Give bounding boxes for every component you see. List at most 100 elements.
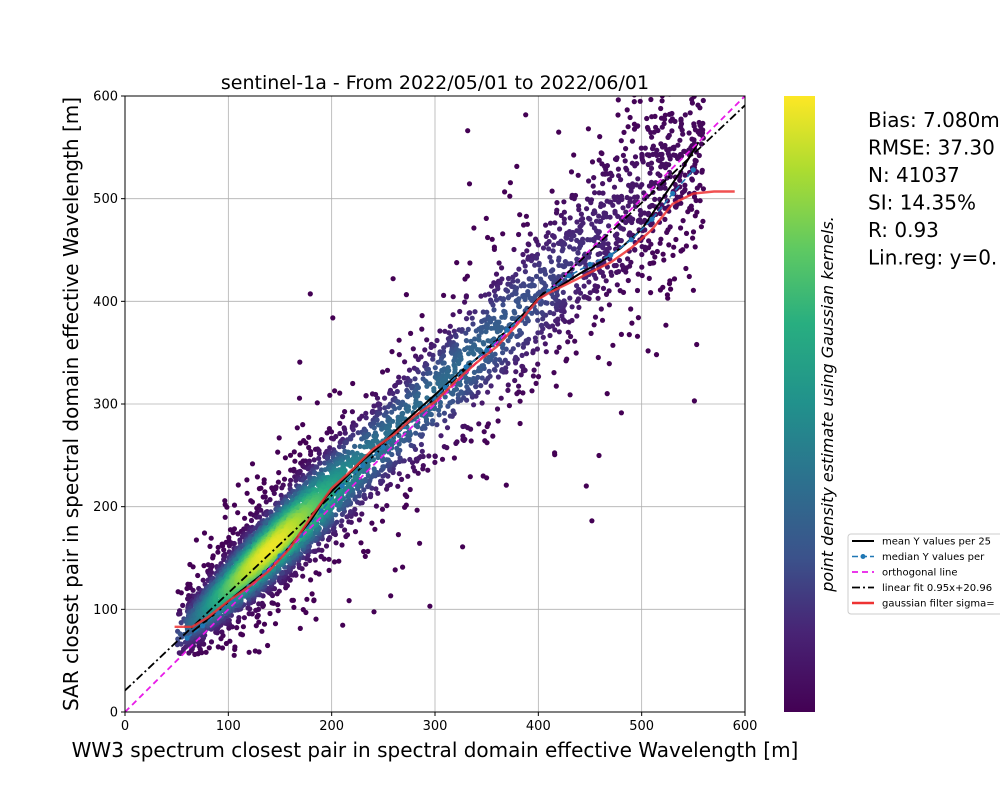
density-point (396, 374, 402, 380)
density-point (513, 369, 519, 375)
density-point (254, 474, 260, 480)
density-point (253, 607, 259, 614)
density-point (420, 463, 426, 469)
density-point (546, 246, 552, 252)
density-point (400, 564, 406, 570)
density-point (249, 499, 255, 505)
density-point (441, 360, 447, 366)
density-point (530, 348, 536, 354)
density-point (592, 190, 598, 196)
density-point (651, 129, 657, 135)
density-point (554, 349, 560, 355)
density-point (574, 313, 580, 319)
density-point (303, 561, 309, 567)
density-point (282, 455, 288, 461)
density-point (330, 436, 337, 442)
plot-area (124, 95, 746, 713)
density-point (276, 470, 282, 476)
density-point (479, 400, 485, 406)
density-point (430, 352, 436, 358)
density-point (349, 409, 355, 415)
density-point (396, 352, 402, 358)
density-point (384, 457, 390, 463)
density-point (265, 642, 271, 649)
density-point (380, 369, 386, 375)
density-point (444, 425, 451, 431)
density-point (245, 605, 251, 611)
density-point (491, 307, 497, 313)
density-point (302, 458, 309, 464)
density-point (326, 567, 332, 574)
density-point (540, 245, 547, 251)
density-point (456, 360, 462, 367)
density-point (687, 205, 693, 211)
density-point (691, 398, 698, 404)
density-point (664, 292, 671, 298)
density-point (379, 426, 385, 432)
density-point (193, 537, 199, 543)
density-point (432, 365, 438, 371)
density-point (600, 181, 606, 187)
density-point (463, 330, 469, 336)
density-point (178, 590, 184, 596)
density-point (412, 376, 418, 382)
density-point (311, 548, 317, 554)
density-point (291, 604, 297, 611)
density-point (476, 337, 482, 343)
density-point (624, 194, 630, 201)
density-point (632, 154, 639, 160)
density-point (627, 230, 633, 236)
density-point (271, 490, 277, 496)
density-point (441, 410, 447, 416)
density-point (629, 320, 635, 326)
density-point (219, 645, 226, 651)
density-point (530, 373, 537, 379)
density-point (427, 370, 433, 376)
density-point (471, 225, 477, 231)
density-point (215, 644, 221, 650)
density-point (316, 455, 322, 461)
density-point (533, 273, 540, 279)
density-point (347, 463, 354, 469)
density-scatter (174, 96, 707, 658)
density-point (379, 518, 386, 524)
density-point (254, 509, 260, 516)
density-point (436, 407, 442, 413)
density-point (363, 415, 369, 421)
density-point (460, 423, 466, 430)
density-point (612, 232, 619, 239)
density-point (628, 306, 634, 312)
density-point (637, 207, 643, 214)
density-point (668, 286, 674, 292)
density-point (628, 184, 634, 190)
density-point (522, 269, 529, 275)
density-point (359, 511, 365, 517)
density-point (564, 235, 570, 241)
density-point (542, 271, 549, 277)
density-point (215, 544, 221, 551)
density-point (521, 283, 528, 289)
density-point (671, 244, 677, 250)
density-point (242, 515, 248, 521)
density-point (556, 344, 562, 350)
density-point (493, 271, 500, 277)
density-point (182, 639, 188, 645)
density-point (235, 482, 241, 488)
density-point (390, 418, 396, 424)
density-point (327, 535, 333, 541)
density-point (261, 480, 267, 486)
density-point (595, 251, 601, 257)
density-point (388, 593, 394, 599)
density-point (390, 276, 396, 282)
density-point (210, 555, 216, 561)
density-point (396, 405, 402, 411)
density-point (531, 367, 537, 373)
density-point (680, 218, 686, 224)
density-point (407, 456, 413, 463)
density-point (524, 221, 531, 227)
density-point (631, 99, 637, 105)
density-point (585, 237, 591, 243)
density-point (287, 452, 294, 458)
density-point (596, 452, 602, 459)
